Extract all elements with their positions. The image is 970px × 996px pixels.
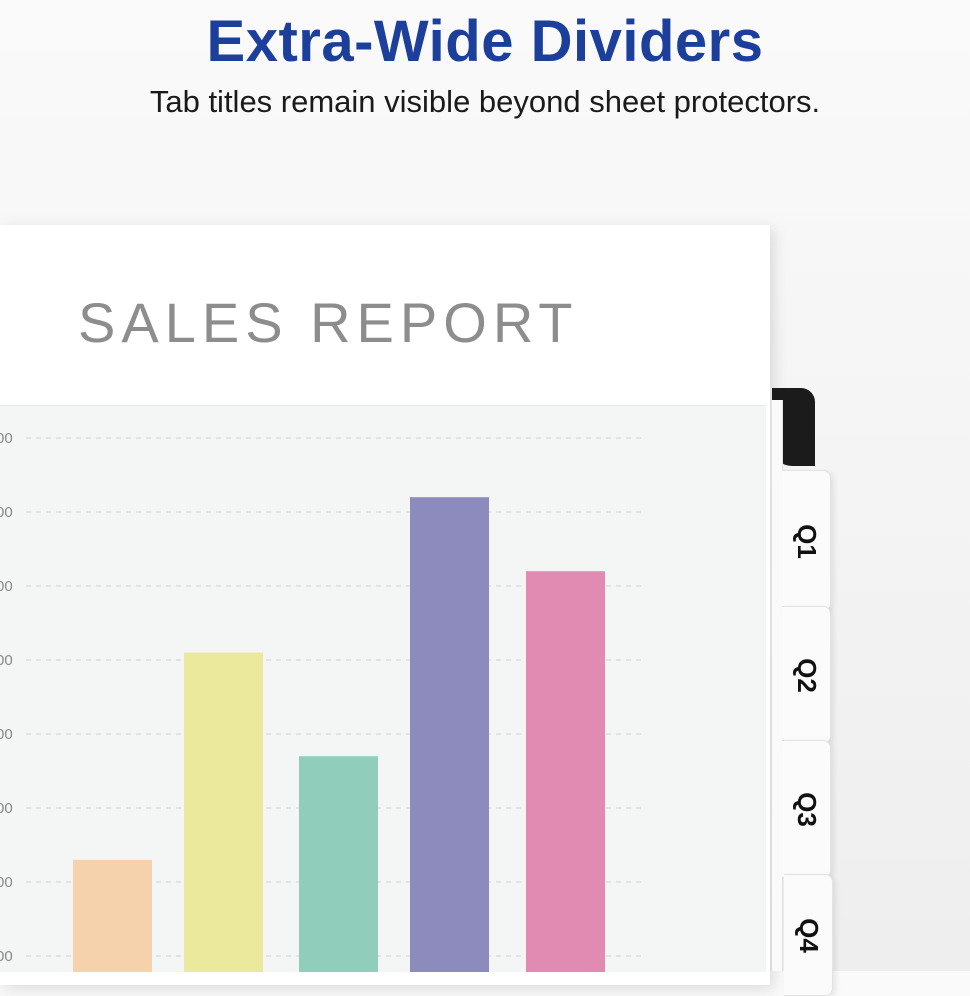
tab-label: Q2 <box>791 657 822 693</box>
y-tick-label: 00 <box>0 874 13 891</box>
y-tick-label: 00 <box>0 948 13 965</box>
report-title: SALES REPORT <box>78 291 579 354</box>
tab-label: Q4 <box>793 917 824 953</box>
y-tick-label: 00 <box>0 430 13 447</box>
chart-svg: 00 00 00 00 00 00 00 00 <box>0 430 646 972</box>
tab-q2[interactable]: Q2 <box>782 606 831 744</box>
bar <box>73 859 152 972</box>
tab-q1[interactable]: Q1 <box>782 470 831 612</box>
y-tick-label: 00 <box>0 800 13 817</box>
bar <box>184 652 263 972</box>
bar <box>410 497 489 972</box>
tab-q4[interactable]: Q4 <box>784 874 833 996</box>
headline: Extra-Wide Dividers <box>206 9 764 74</box>
tab-q3[interactable]: Q3 <box>782 740 831 878</box>
bar <box>299 756 378 972</box>
tab-label: Q1 <box>791 523 822 559</box>
y-tick-label: 00 <box>0 652 13 669</box>
y-tick-label: 00 <box>0 578 13 595</box>
y-tick-label: 00 <box>0 504 13 521</box>
tab-label: Q3 <box>791 791 822 827</box>
bar <box>526 571 605 972</box>
bar-chart: 00 00 00 00 00 00 00 00 <box>0 405 766 972</box>
y-tick-label: 00 <box>0 726 13 743</box>
subheadline: Tab titles remain visible beyond sheet p… <box>149 84 821 119</box>
